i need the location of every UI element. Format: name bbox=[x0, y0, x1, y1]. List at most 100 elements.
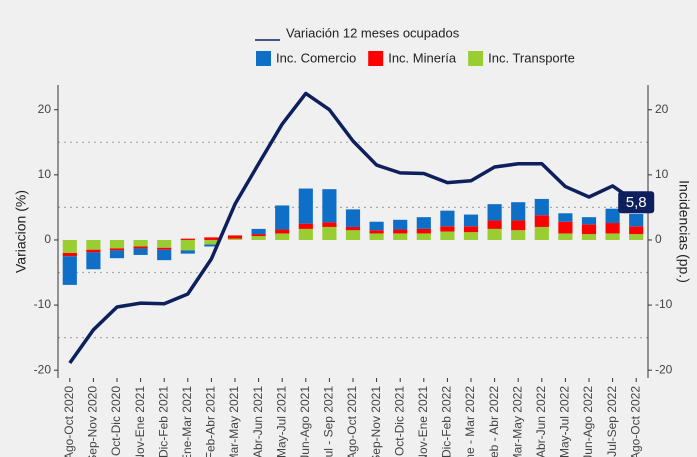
bar bbox=[298, 228, 313, 240]
bar bbox=[393, 229, 408, 234]
y2-tick-label: -20 bbox=[655, 362, 673, 376]
bar bbox=[251, 236, 266, 240]
bar bbox=[463, 226, 479, 233]
y-tick-label: -10 bbox=[34, 297, 52, 311]
x-tick-label: May-Jul 2022 bbox=[558, 386, 572, 457]
x-tick-label: Nov-Ene 2021 bbox=[416, 386, 430, 457]
bar bbox=[416, 228, 431, 234]
x-tick-label: Ago-Oct 2021 bbox=[345, 386, 359, 457]
legend-swatch bbox=[468, 51, 484, 66]
y2-tick-label: 10 bbox=[655, 167, 669, 181]
x-tick-label: Nov-Ene 2021 bbox=[133, 386, 147, 457]
bar bbox=[322, 222, 337, 227]
bar bbox=[463, 232, 479, 240]
bar bbox=[605, 208, 620, 224]
x-tick-label: Sep-Nov 2020 bbox=[86, 386, 100, 457]
bar bbox=[511, 230, 526, 240]
bar bbox=[204, 244, 219, 247]
y2-tick-label: -10 bbox=[655, 297, 673, 311]
bar bbox=[227, 235, 243, 239]
y2-tick-label: 0 bbox=[655, 232, 662, 246]
bar bbox=[440, 210, 455, 227]
bar bbox=[345, 209, 361, 227]
bar bbox=[487, 220, 502, 229]
bar bbox=[416, 233, 431, 240]
bar bbox=[629, 213, 644, 227]
bar bbox=[487, 228, 502, 240]
y-tick-label: 10 bbox=[38, 167, 52, 181]
bar bbox=[581, 224, 597, 235]
y-tick-label: 20 bbox=[38, 102, 52, 116]
x-tick-label: Feb - Abr 2022 bbox=[487, 386, 501, 457]
y2-axis-label: Incidencias (pp.) bbox=[676, 180, 692, 283]
y2-tick-label: 20 bbox=[655, 102, 669, 116]
legend-label: Inc. Minería bbox=[388, 50, 457, 65]
bar bbox=[157, 247, 172, 250]
x-tick-label: Mar-May 2021 bbox=[227, 386, 241, 457]
bar bbox=[109, 248, 125, 251]
bar bbox=[511, 202, 526, 221]
bar bbox=[251, 228, 266, 235]
x-tick-label: Jun-Ago 2022 bbox=[581, 386, 595, 457]
bar bbox=[86, 239, 101, 250]
bar bbox=[463, 214, 479, 227]
y-axis-label: Variacion (%) bbox=[13, 190, 29, 273]
bar bbox=[204, 237, 219, 240]
bar bbox=[369, 230, 384, 234]
bar bbox=[534, 198, 549, 216]
bar bbox=[558, 213, 573, 222]
bar bbox=[62, 252, 77, 257]
bar bbox=[345, 226, 361, 231]
bar bbox=[369, 221, 384, 231]
bar bbox=[180, 238, 195, 240]
x-tick-label: Ago-Oct 2022 bbox=[628, 386, 642, 457]
bar bbox=[440, 226, 455, 232]
x-tick-label: Ene - Mar 2022 bbox=[463, 386, 477, 457]
bar bbox=[180, 239, 195, 251]
x-tick-label: Dic-Feb 2021 bbox=[156, 386, 170, 457]
x-tick-label: Oct-Dic 2020 bbox=[109, 386, 123, 456]
x-tick-label: Abr-Jun 2021 bbox=[251, 386, 265, 457]
bar bbox=[157, 249, 172, 261]
bar bbox=[629, 234, 644, 240]
bar bbox=[133, 239, 148, 247]
x-tick-label: Dic-Feb 2022 bbox=[440, 386, 454, 457]
legend-label: Inc. Transporte bbox=[488, 50, 575, 65]
bar bbox=[393, 219, 408, 230]
bar bbox=[62, 239, 77, 253]
x-tick-label: Feb-Abr 2021 bbox=[204, 386, 218, 457]
bar bbox=[298, 188, 313, 224]
bar bbox=[275, 229, 290, 234]
bar bbox=[204, 239, 219, 245]
y-tick-label: -20 bbox=[34, 362, 52, 376]
x-tick-label: Jun-Ago 2021 bbox=[298, 386, 312, 457]
bar bbox=[416, 217, 431, 229]
value-label: 5,8 bbox=[626, 194, 647, 211]
bar bbox=[180, 250, 195, 254]
bar bbox=[558, 221, 573, 234]
bar bbox=[322, 189, 337, 223]
legend-label: Variación 12 meses ocupados bbox=[286, 25, 460, 40]
bar bbox=[581, 234, 597, 240]
bar bbox=[109, 239, 125, 249]
bar bbox=[157, 239, 172, 248]
bar bbox=[227, 238, 243, 240]
bar bbox=[487, 204, 502, 221]
bar bbox=[369, 233, 384, 240]
bar bbox=[109, 250, 125, 259]
x-tick-label: May-Jul 2021 bbox=[274, 386, 288, 457]
legend-swatch bbox=[256, 51, 271, 66]
bar bbox=[275, 233, 290, 240]
bar bbox=[534, 226, 549, 240]
x-tick-label: Sep-Nov 2021 bbox=[369, 386, 383, 457]
bar bbox=[133, 248, 148, 255]
x-tick-label: Abr-Jun 2022 bbox=[534, 386, 548, 457]
legend-label: Inc. Comercio bbox=[276, 50, 356, 65]
bar bbox=[393, 233, 408, 240]
bar bbox=[86, 249, 101, 253]
bar bbox=[534, 215, 549, 227]
bar bbox=[298, 223, 313, 229]
bar bbox=[251, 234, 266, 237]
